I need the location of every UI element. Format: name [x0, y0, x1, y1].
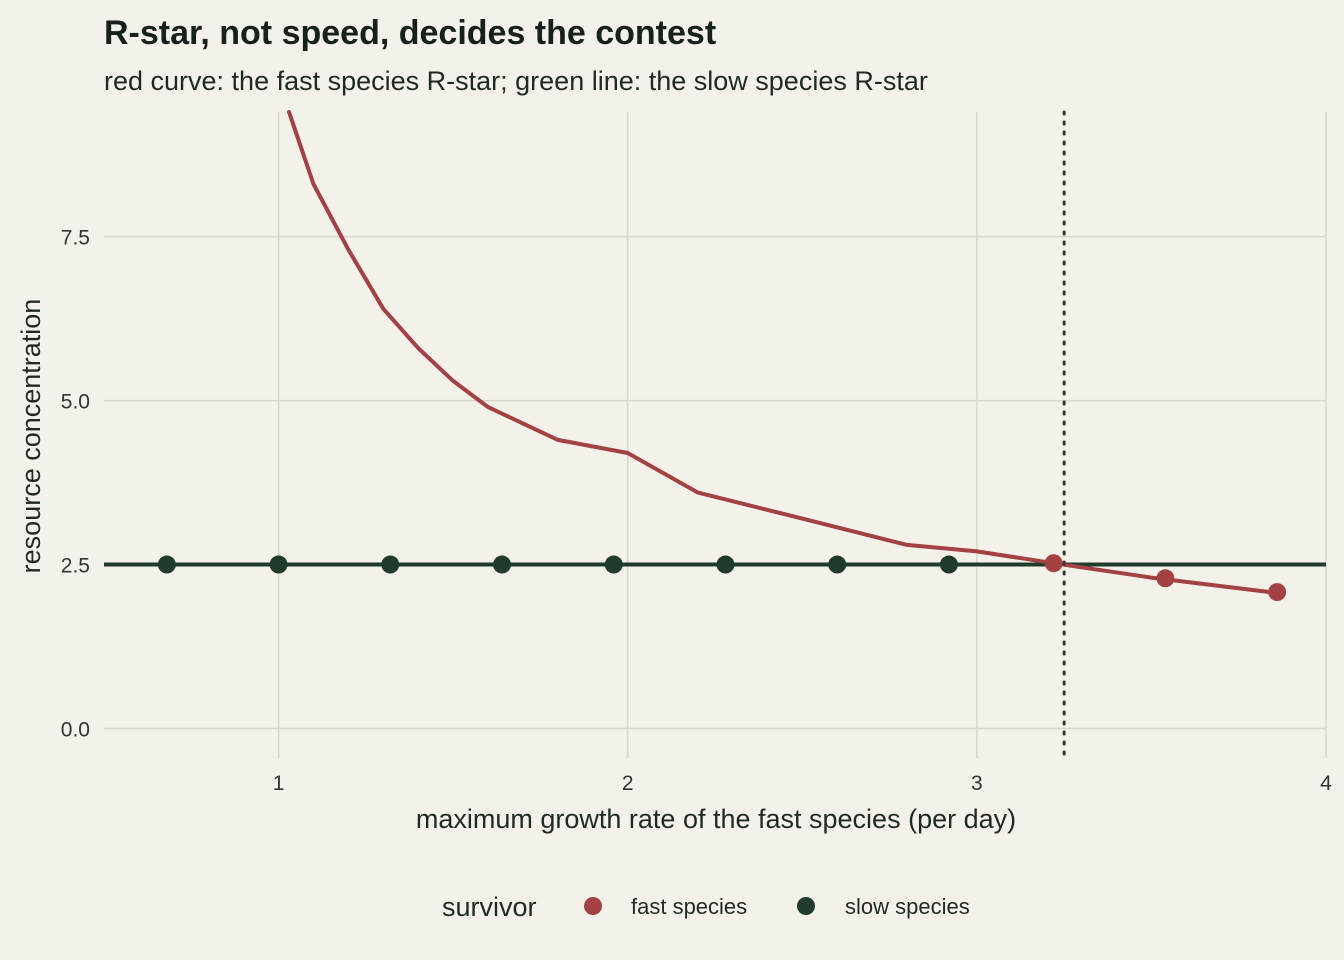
- fast-species-rstar-curve: [287, 110, 1273, 595]
- slow-species-point: [381, 555, 400, 574]
- legend-label-slow: slow species: [845, 894, 970, 919]
- y-axis-title: resource concentration: [16, 299, 46, 574]
- x-axis-title: maximum growth rate of the fast species …: [416, 804, 1016, 834]
- slow-species-point: [716, 555, 735, 574]
- slow-species-point: [269, 555, 288, 574]
- x-tick-label: 2: [622, 772, 634, 795]
- fast-species-point: [1156, 569, 1175, 588]
- fast-species-point: [1044, 554, 1063, 573]
- fast-species-point: [1268, 583, 1287, 602]
- gridlines: [104, 112, 1327, 758]
- slow-species-point: [493, 555, 512, 574]
- slow-species-point: [604, 555, 623, 574]
- y-tick-label: 2.5: [61, 555, 90, 578]
- x-tick-label: 3: [971, 772, 983, 795]
- legend-swatch-slow: [797, 897, 815, 915]
- slow-species-point: [828, 555, 847, 574]
- chart-title: R-star, not speed, decides the contest: [104, 14, 716, 52]
- legend-title: survivor: [442, 892, 537, 922]
- y-tick-label: 0.0: [61, 718, 90, 741]
- chart-subtitle: red curve: the fast species R-star; gree…: [104, 66, 928, 96]
- slow-species-point: [157, 555, 176, 574]
- slow-species-point: [939, 555, 958, 574]
- legend-label-fast: fast species: [631, 894, 747, 919]
- y-tick-label: 7.5: [61, 227, 90, 250]
- x-tick-label: 1: [273, 772, 285, 795]
- x-axis-ticks: 1 2 3 4: [273, 772, 1332, 795]
- data-points: [157, 554, 1287, 602]
- legend-swatch-fast: [584, 897, 602, 915]
- x-tick-label: 4: [1320, 772, 1332, 795]
- y-axis-ticks: 0.0 2.5 5.0 7.5: [61, 227, 90, 742]
- y-tick-label: 5.0: [61, 391, 90, 414]
- legend: survivor fast species slow species: [442, 892, 970, 922]
